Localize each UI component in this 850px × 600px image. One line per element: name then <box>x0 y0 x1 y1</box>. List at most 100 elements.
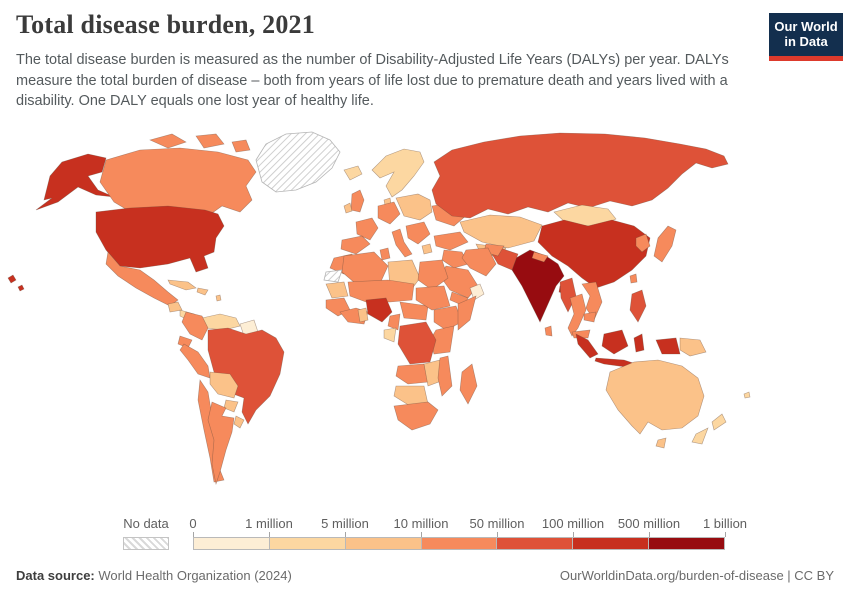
country-madagascar[interactable] <box>459 363 478 405</box>
owid-logo-line2: in Data <box>784 33 828 49</box>
country-new-zealand[interactable] <box>711 413 727 431</box>
legend-segment[interactable] <box>648 538 725 549</box>
country-hawaii[interactable] <box>17 284 25 292</box>
country-hawaii[interactable] <box>7 274 17 284</box>
country-cameroon[interactable] <box>387 313 401 331</box>
country-angola[interactable] <box>395 363 429 385</box>
country-south-africa[interactable] <box>393 401 439 431</box>
country-tasmania[interactable] <box>655 437 667 449</box>
country-caribbean[interactable] <box>215 294 222 302</box>
legend-segment[interactable] <box>194 538 269 549</box>
legend-tick <box>421 532 422 537</box>
legend-tick-label: 50 million <box>469 516 525 531</box>
country-greenland[interactable] <box>255 131 341 193</box>
country-syria-iraq[interactable] <box>441 249 469 269</box>
country-hispaniola[interactable] <box>196 287 209 296</box>
country-sahel[interactable] <box>347 279 415 303</box>
country-indonesia-sulawesi[interactable] <box>633 333 645 353</box>
country-nigeria[interactable] <box>365 297 393 323</box>
country-mauritania[interactable] <box>325 281 349 299</box>
legend-segment[interactable] <box>268 538 345 549</box>
country-alaska[interactable] <box>35 153 115 211</box>
chart-subtitle: The total disease burden is measured as … <box>16 52 729 110</box>
country-arctic-islands[interactable] <box>231 139 251 153</box>
country-thailand[interactable] <box>567 293 587 337</box>
country-colombia[interactable] <box>181 311 209 341</box>
legend-no-data-label: No data <box>123 516 169 531</box>
legend-bar[interactable] <box>193 537 725 550</box>
country-argentina[interactable] <box>207 401 235 486</box>
country-india[interactable] <box>511 249 565 323</box>
country-arctic-islands[interactable] <box>195 133 225 149</box>
country-balkans[interactable] <box>405 221 431 245</box>
country-egypt[interactable] <box>417 259 449 291</box>
legend-tick-label: 5 million <box>321 516 369 531</box>
country-cambodia[interactable] <box>583 311 597 323</box>
legend-tick-label: 500 million <box>617 516 681 531</box>
country-guatemala[interactable] <box>167 301 183 313</box>
country-somalia[interactable] <box>457 295 477 331</box>
legend-no-data-swatch[interactable] <box>123 537 169 550</box>
country-greece[interactable] <box>421 243 433 255</box>
legend-tick-label: 10 million <box>393 516 449 531</box>
country-scandinavia[interactable] <box>371 148 425 198</box>
country-china[interactable] <box>537 219 651 289</box>
legend-segment[interactable] <box>572 538 649 549</box>
legend-segment[interactable] <box>496 538 573 549</box>
country-korea[interactable] <box>635 233 651 253</box>
country-russia[interactable] <box>431 132 729 219</box>
country-oman[interactable] <box>469 283 485 301</box>
legend-tick <box>649 532 650 537</box>
country-taiwan[interactable] <box>629 273 638 284</box>
legend-tick <box>725 532 726 537</box>
country-cuba[interactable] <box>167 279 197 291</box>
country-spain[interactable] <box>340 235 371 255</box>
country-paraguay[interactable] <box>223 399 239 413</box>
country-japan[interactable] <box>653 225 677 263</box>
legend-tick <box>269 532 270 537</box>
country-germany[interactable] <box>377 201 401 225</box>
legend-segment[interactable] <box>420 538 497 549</box>
country-uruguay[interactable] <box>233 415 245 429</box>
country-france[interactable] <box>355 217 379 241</box>
country-mozambique[interactable] <box>437 355 453 397</box>
country-sudan[interactable] <box>415 285 451 311</box>
country-indonesia-borneo[interactable] <box>601 329 629 355</box>
country-bolivia[interactable] <box>209 371 239 399</box>
country-central-african[interactable] <box>399 301 429 321</box>
country-new-zealand[interactable] <box>691 427 709 445</box>
owid-logo[interactable]: Our World in Data <box>769 13 843 61</box>
legend-segment[interactable] <box>344 538 421 549</box>
country-australia[interactable] <box>605 359 705 435</box>
legend-tick <box>345 532 346 537</box>
country-sri-lanka[interactable] <box>544 325 553 337</box>
country-iceland[interactable] <box>343 165 363 181</box>
country-indonesia-sumatra[interactable] <box>575 333 599 359</box>
country-papua-new-guinea[interactable] <box>679 337 707 357</box>
owid-logo-line1: Our World <box>774 19 838 34</box>
country-kazakhstan[interactable] <box>459 214 543 249</box>
footer-link[interactable]: OurWorldinData.org/burden-of-disease | C… <box>559 568 834 583</box>
country-turkey[interactable] <box>433 231 469 251</box>
country-gabon[interactable] <box>383 327 397 343</box>
country-eastern-europe[interactable] <box>395 193 433 221</box>
footer-source-label: Data source: <box>16 568 95 583</box>
country-ireland[interactable] <box>343 202 353 214</box>
country-indonesia-papua[interactable] <box>655 337 681 355</box>
country-tunisia[interactable] <box>379 247 391 261</box>
country-philippines[interactable] <box>629 289 647 323</box>
country-fiji[interactable] <box>743 391 751 399</box>
country-peru[interactable] <box>179 343 211 379</box>
country-italy[interactable] <box>391 228 413 258</box>
country-arctic-islands[interactable] <box>149 133 187 149</box>
country-nepal[interactable] <box>531 251 549 263</box>
legend-tick-label: 1 million <box>245 516 293 531</box>
country-iran[interactable] <box>461 247 497 277</box>
country-ghana[interactable] <box>357 307 369 323</box>
country-western-sahara[interactable] <box>323 269 343 283</box>
country-drc[interactable] <box>397 321 437 365</box>
legend-tick <box>497 532 498 537</box>
country-uk[interactable] <box>350 189 365 213</box>
legend-labels: No data 0 1 million 5 million 10 million 50 … <box>0 516 850 532</box>
